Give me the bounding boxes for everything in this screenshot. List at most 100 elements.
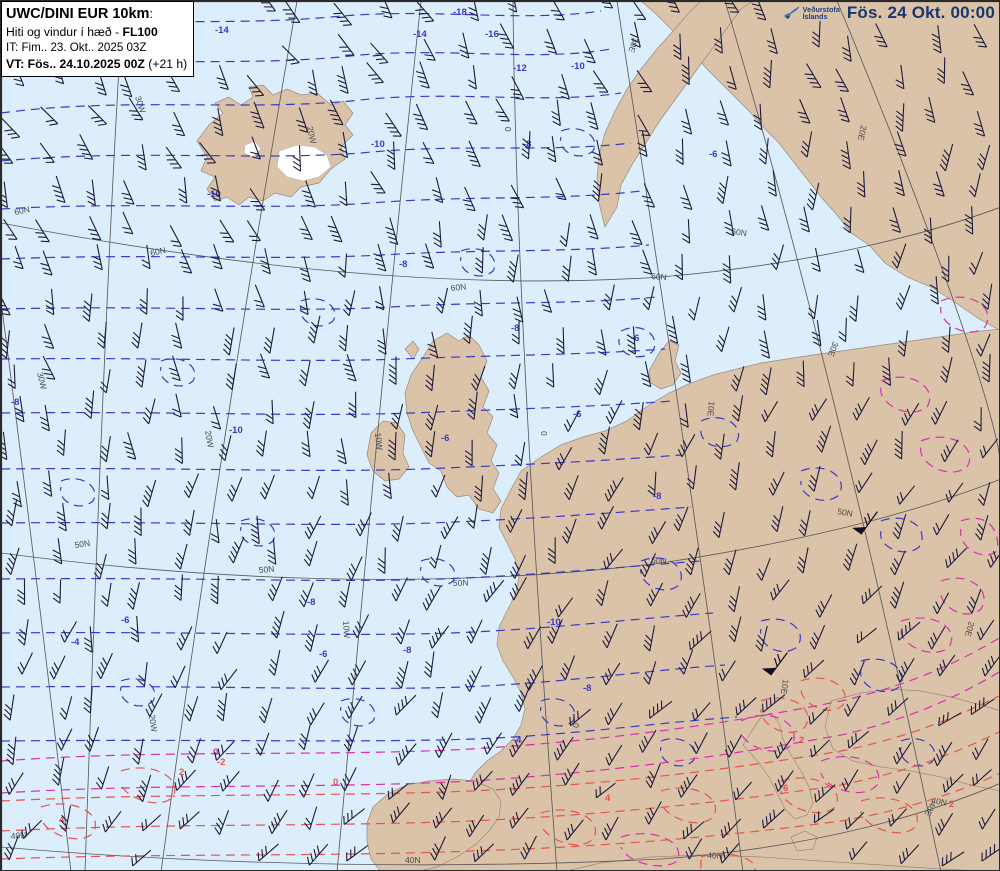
brand-text: Veðurstofa Íslands (802, 4, 840, 21)
lat-50n (1, 479, 999, 580)
isotherm-label: -4 (513, 735, 522, 746)
isotherm-label: -8 (653, 491, 661, 502)
legend-model-colon: : (149, 6, 154, 21)
latitude-label: 60N (149, 245, 166, 258)
lon-20e (724, 1, 942, 870)
isotherm-label: 2 (799, 735, 804, 746)
lon-40w (1, 297, 72, 870)
isotherm-label: -6 (631, 333, 639, 344)
isotherm-label: -8 (11, 397, 19, 408)
longitude-label: 20E (963, 620, 977, 638)
isotherm-label: -8 (583, 683, 591, 694)
isotherm-contours-warm (1, 677, 999, 870)
isotherm-label: 6 (783, 783, 788, 794)
isotherm-label: -8 (403, 645, 411, 656)
header-right-cluster: Veðurstofa Íslands Fös. 24 Okt. 00:00 (783, 3, 995, 23)
isotherm-label: -14 (215, 25, 229, 36)
isotherm-label: -14 (413, 29, 427, 40)
legend-init-time: IT: Fim.. 23. Okt.. 2025 03Z (6, 41, 147, 55)
longitude-label: 10W (341, 620, 352, 638)
latitude-label: 40N (10, 830, 26, 841)
isotherm-label: -8 (511, 323, 519, 334)
longitude-label: 20W (305, 125, 318, 144)
isotherm-contours-nearzero (1, 296, 999, 867)
isotherm-label: 4 (605, 793, 611, 804)
brand-line-1: Veðurstofa (802, 4, 840, 14)
latitude-label: 40N (707, 850, 723, 861)
lon-10e (616, 1, 744, 870)
latitude-label: 50N (453, 577, 469, 588)
isotherm-label: -10 (371, 139, 385, 150)
longitude-label: 0 (539, 431, 549, 436)
legend-model-name: UWC/DINI EUR 10km (6, 6, 150, 22)
isotherm-label: 4 (59, 815, 65, 826)
latitude-label: 50N (258, 564, 274, 575)
isotherm-label: -10 (229, 425, 243, 436)
longitude-label: 30E (626, 36, 640, 54)
ice-vatnajokull (276, 144, 332, 182)
isotherm-label: -8 (307, 597, 315, 608)
brand-line-2: Íslands (802, 12, 828, 21)
latitude-label: 50N (837, 506, 854, 519)
isotherm-label: -8 (523, 139, 531, 150)
legend-field-line: Hiti og vindur í hæð - FL100 (6, 24, 187, 40)
isotherm-label: -8 (399, 259, 407, 270)
legend-model-line: UWC/DINI EUR 10km: (6, 5, 187, 24)
isotherm-label: 2 (179, 767, 184, 778)
legend-lead-time: (+21 h) (148, 56, 188, 71)
latitude-label: 60N (731, 226, 748, 238)
longitude-label: 30E (826, 340, 841, 358)
isotherm-label: -18 (453, 7, 467, 18)
land-balkans-turkey (824, 688, 999, 791)
legend-valid-stamp: VT: Fös.. 24.10.2025 00Z (6, 56, 145, 71)
valid-time-stamp: Fös. 24 Okt. 00:00 (846, 3, 995, 22)
lon-0 (512, 1, 558, 870)
wind-barb-logo-icon (783, 5, 800, 21)
land-scotland-hebrides (404, 340, 420, 360)
longitude-label: 30W (35, 371, 49, 390)
isotherm-contours-cold (1, 10, 936, 767)
isotherm-label: 2 (949, 799, 954, 810)
latitude-label: 50N (74, 538, 91, 550)
isotherm-label: 0 (213, 747, 218, 758)
latitude-label: 50N (651, 555, 667, 566)
longitude-label: 20E (856, 125, 869, 142)
latitude-label: 40N (405, 855, 421, 865)
legend-valid-time: VT: Fös.. 24.10.2025 00Z (+21 h) (6, 56, 187, 72)
chart-legend-box: UWC/DINI EUR 10km: Hiti og vindur í hæð … (1, 1, 195, 77)
lon-30w (84, 1, 124, 870)
longitude-label: 10W (373, 432, 385, 450)
longitude-label: 10E (705, 401, 717, 417)
brand-block: Veðurstofa Íslands (783, 4, 840, 21)
longitude-label: 20W (203, 430, 216, 449)
isotherm-label: 0 (333, 777, 338, 788)
isotherm-label: -2 (217, 757, 225, 768)
isotherm-label: -16 (485, 29, 499, 40)
isotherm-label: -6 (441, 433, 449, 444)
land-denmark (648, 340, 682, 390)
isotherm-label: -6 (319, 649, 327, 660)
lat-40n (1, 783, 999, 866)
latitude-label: 60N (651, 271, 667, 282)
longitude-label: 0 (571, 723, 581, 728)
longitude-label: 0 (503, 127, 513, 132)
isotherm-label: -6 (709, 149, 717, 160)
longitude-label: 20W (147, 714, 159, 733)
isotherm-label: -6 (121, 615, 129, 626)
isotherm-label: -4 (71, 637, 80, 648)
isotherm-label: -12 (513, 63, 527, 74)
lat-60n (1, 207, 999, 282)
legend-field-prefix: Hiti og vindur í hæð - (6, 25, 123, 40)
legend-flight-level: FL100 (122, 25, 158, 40)
isotherm-label: -10 (547, 617, 561, 628)
lon-10w (336, 1, 422, 870)
latitude-label: 60N (450, 281, 467, 293)
latitude-label: 60N (13, 204, 30, 217)
isotherm-label: -10 (207, 189, 221, 200)
longitude-label: 10E (779, 679, 791, 696)
isotherm-label: -10 (571, 61, 585, 72)
